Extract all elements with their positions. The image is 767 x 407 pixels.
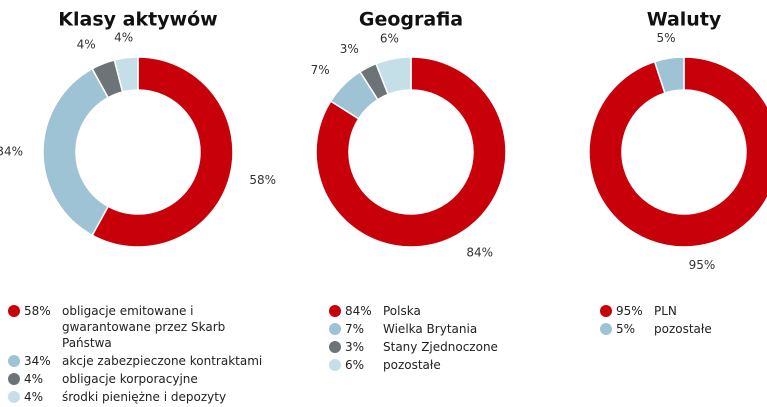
donut-slice	[42, 67, 110, 237]
slice-label: 4%	[77, 38, 96, 52]
legend-value: 3%	[345, 340, 365, 354]
legend-value: 95%	[616, 304, 643, 318]
donut-slice	[653, 56, 685, 94]
legend-swatch	[329, 341, 341, 353]
chart-title: Waluty	[647, 9, 722, 31]
legend-label: środki pieniężne i depozyty	[62, 390, 227, 404]
legend-label: Wielka Brytania	[383, 322, 478, 336]
legend-label: akcje zabezpieczone kontraktami	[62, 354, 263, 368]
legend-value: 84%	[345, 304, 372, 318]
legend-label: Polska	[383, 304, 421, 318]
donut-slice	[315, 56, 507, 248]
legend-item: 84% Polska	[329, 303, 543, 319]
donut-slice	[113, 56, 139, 93]
legend-value: 58%	[24, 304, 51, 318]
legend: 84% Polska 7% Wielka Brytania 3% Stany Zjedno…	[329, 303, 543, 375]
chart-title: Geografia	[359, 9, 463, 31]
legend-swatch	[600, 305, 612, 317]
legend-label: obligacje emitowane i gwarantowane przez…	[62, 304, 226, 350]
chart-title: Klasy aktywów	[58, 9, 217, 31]
slice-label: 3%	[340, 42, 359, 56]
slice-label: 34%	[0, 145, 23, 159]
slice-label: 7%	[311, 63, 330, 77]
legend-swatch	[329, 305, 341, 317]
legend-value: 6%	[345, 358, 365, 372]
legend-swatch	[8, 391, 20, 403]
legend-label: pozostałe	[654, 322, 712, 336]
legend-value: 4%	[24, 390, 44, 404]
legend-item: 7% Wielka Brytania	[329, 321, 543, 337]
slice-label: 84%	[466, 245, 493, 259]
legend-swatch	[8, 305, 20, 317]
legend-swatch	[8, 373, 20, 385]
donut-slice	[588, 56, 767, 248]
legend-item: 3% Stany Zjednoczone	[329, 339, 543, 355]
legend-label: obligacje korporacyjne	[62, 372, 198, 386]
donut-slice	[375, 56, 412, 96]
slice-label: 5%	[656, 31, 675, 45]
legend-item: 34% akcje zabezpieczone kontraktami	[8, 353, 272, 369]
legend-item: 58% obligacje emitowane i gwarantowane pr…	[8, 303, 272, 351]
slice-label: 6%	[380, 32, 399, 46]
legend-swatch	[600, 323, 612, 335]
legend-swatch	[329, 359, 341, 371]
slice-label: 95%	[689, 258, 716, 272]
legend-item: 4% obligacje korporacyjne	[8, 371, 272, 387]
legend: 95% PLN 5% pozostałe	[600, 303, 767, 339]
legend-value: 5%	[616, 322, 636, 336]
legend-swatch	[329, 323, 341, 335]
legend: 58% obligacje emitowane i gwarantowane pr…	[8, 303, 272, 407]
legend-value: 34%	[24, 354, 51, 368]
legend-item: 5% pozostałe	[600, 321, 767, 337]
legend-label: pozostałe	[383, 358, 441, 372]
slice-label: 4%	[114, 30, 133, 44]
legend-value: 7%	[345, 322, 365, 336]
legend-item: 4% środki pieniężne i depozyty	[8, 389, 272, 405]
donut-slice	[91, 56, 234, 248]
legend-label: PLN	[654, 304, 677, 318]
legend-label: Stany Zjednoczone	[383, 340, 498, 354]
legend-item: 95% PLN	[600, 303, 767, 319]
legend-value: 4%	[24, 372, 44, 386]
slice-label: 58%	[249, 173, 276, 187]
legend-swatch	[8, 355, 20, 367]
legend-item: 6% pozostałe	[329, 357, 543, 373]
